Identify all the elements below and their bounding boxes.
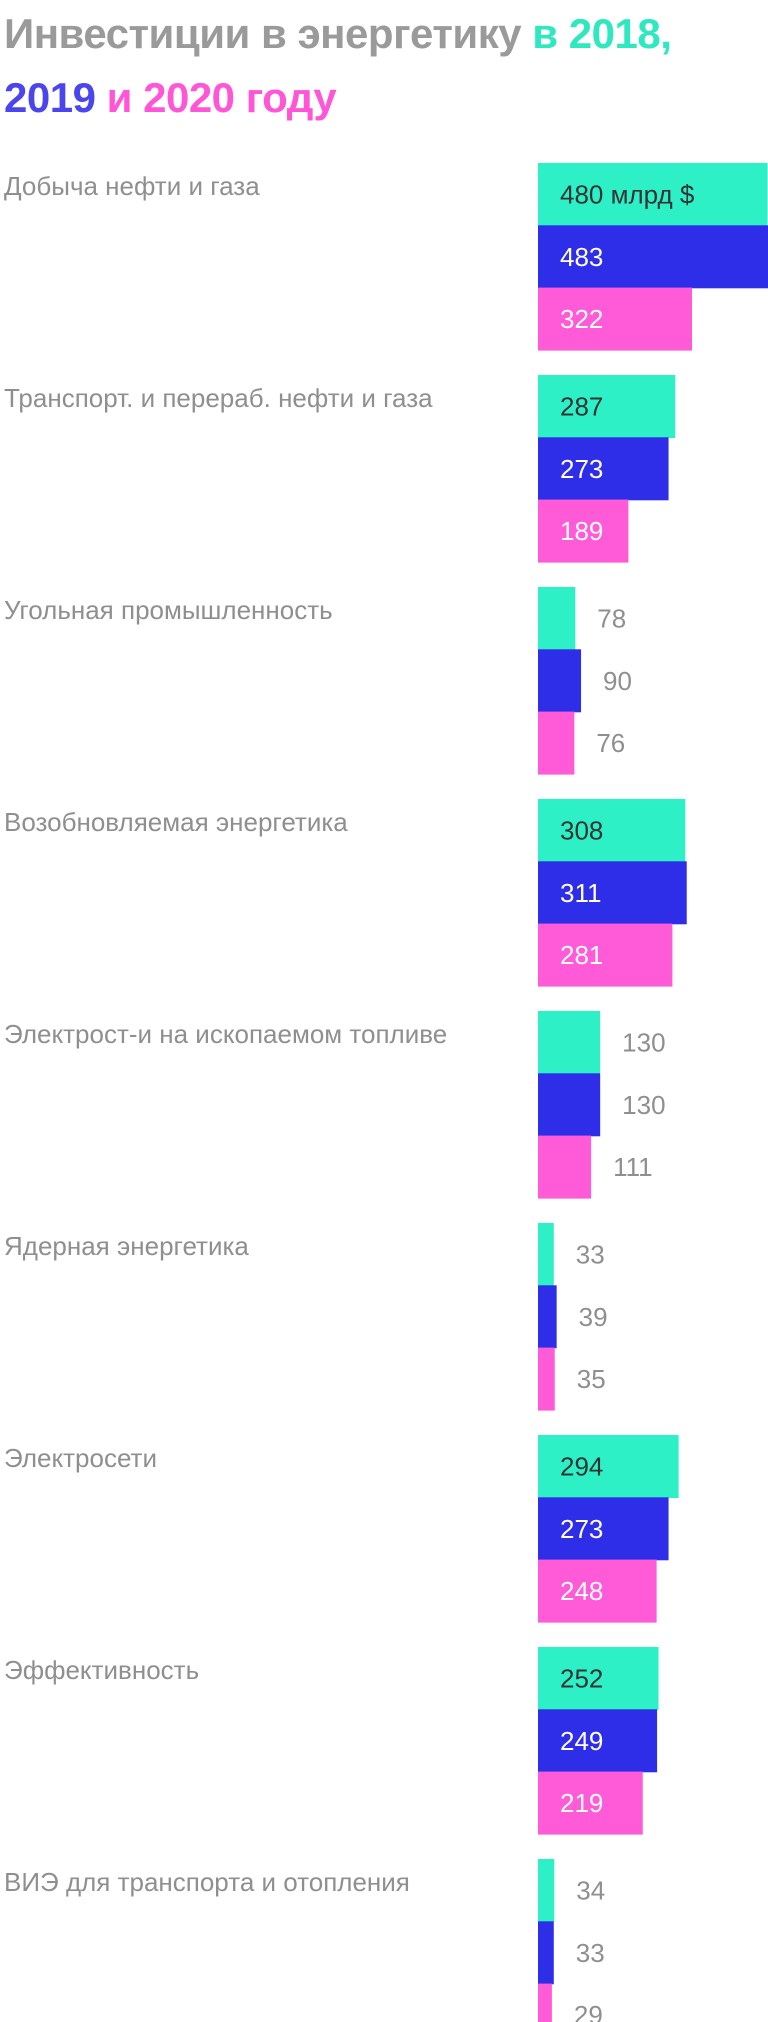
- title-year-2020: 2020 году: [143, 74, 337, 121]
- bar-2019: [538, 1285, 557, 1349]
- data-label: 34: [576, 1876, 605, 1906]
- data-label: 273: [560, 1514, 603, 1544]
- data-label: 322: [560, 304, 603, 334]
- category-label: Угольная промышленность: [4, 595, 333, 625]
- data-label: 189: [560, 516, 603, 546]
- data-label: 294: [560, 1452, 603, 1482]
- category-label: ВИЭ для транспорта и отопления: [4, 1867, 410, 1897]
- bar-2019: [538, 1921, 554, 1985]
- title-main: Инвестиции в энергетику: [4, 10, 522, 57]
- category-label: Транспорт. и перераб. нефти и газа: [4, 383, 433, 413]
- bar-2018: [538, 1223, 554, 1286]
- data-label: 248: [560, 1576, 603, 1606]
- bar-2018: [538, 375, 676, 438]
- data-label: 287: [560, 392, 603, 422]
- bar-2020: [538, 287, 692, 351]
- data-label: 483: [560, 242, 603, 272]
- category-label: Возобновляемая энергетика: [4, 807, 348, 837]
- title-year-2018: в 2018,: [521, 10, 672, 57]
- bar-2019: [538, 437, 669, 501]
- bar-2019: [538, 1073, 601, 1137]
- title-conjunction: и: [95, 74, 144, 121]
- data-label: 39: [579, 1302, 608, 1332]
- data-label: 480 млрд $: [560, 180, 695, 210]
- data-label: 130: [622, 1090, 665, 1120]
- bar-2018: [538, 1647, 659, 1710]
- bar-2019: [538, 1497, 669, 1561]
- bar-2020: [538, 1771, 643, 1835]
- data-label: 29: [574, 2000, 603, 2022]
- data-label: 219: [560, 1788, 603, 1818]
- bar-2020: [538, 1347, 555, 1411]
- data-label: 35: [577, 1364, 606, 1394]
- data-label: 111: [613, 1152, 653, 1182]
- bar-2018: [538, 799, 686, 862]
- bar-2018: [538, 163, 768, 226]
- data-label: 33: [576, 1938, 605, 1968]
- category-label: Добыча нефти и газа: [4, 171, 260, 201]
- data-label: 273: [560, 454, 603, 484]
- data-label: 249: [560, 1726, 603, 1756]
- data-label: 311: [560, 878, 601, 908]
- bar-2019: [538, 225, 768, 289]
- data-label: 281: [560, 940, 603, 970]
- bar-2019: [538, 861, 687, 925]
- data-label: 78: [597, 604, 626, 634]
- bar-2020: [538, 1983, 552, 2022]
- data-label: 90: [603, 666, 632, 696]
- category-label: Электросети: [4, 1443, 157, 1473]
- data-label: 308: [560, 816, 603, 846]
- data-label: 76: [596, 728, 625, 758]
- title-year-2019: 2019: [4, 74, 96, 121]
- bar-2019: [538, 649, 582, 713]
- bar-2019: [538, 1709, 658, 1773]
- bar-2020: [538, 1135, 592, 1199]
- bar-2020: [538, 499, 629, 563]
- chart-title: Инвестиции в энергетику в 2018, 2019 и 20…: [4, 2, 764, 130]
- bar-2020: [538, 711, 575, 775]
- category-label: Электрост-и на ископаемом топливе: [4, 1019, 447, 1049]
- bar-2018: [538, 587, 576, 650]
- bar-2020: [538, 1559, 657, 1623]
- bar-2018: [538, 1859, 555, 1922]
- category-label: Ядерная энергетика: [4, 1231, 249, 1261]
- data-label: 33: [576, 1240, 605, 1270]
- bar-2018: [538, 1435, 679, 1498]
- bar-2018: [538, 1011, 601, 1074]
- category-label: Эффективность: [4, 1655, 199, 1685]
- data-label: 252: [560, 1664, 603, 1694]
- bar-2020: [538, 923, 673, 987]
- data-label: 130: [622, 1028, 665, 1058]
